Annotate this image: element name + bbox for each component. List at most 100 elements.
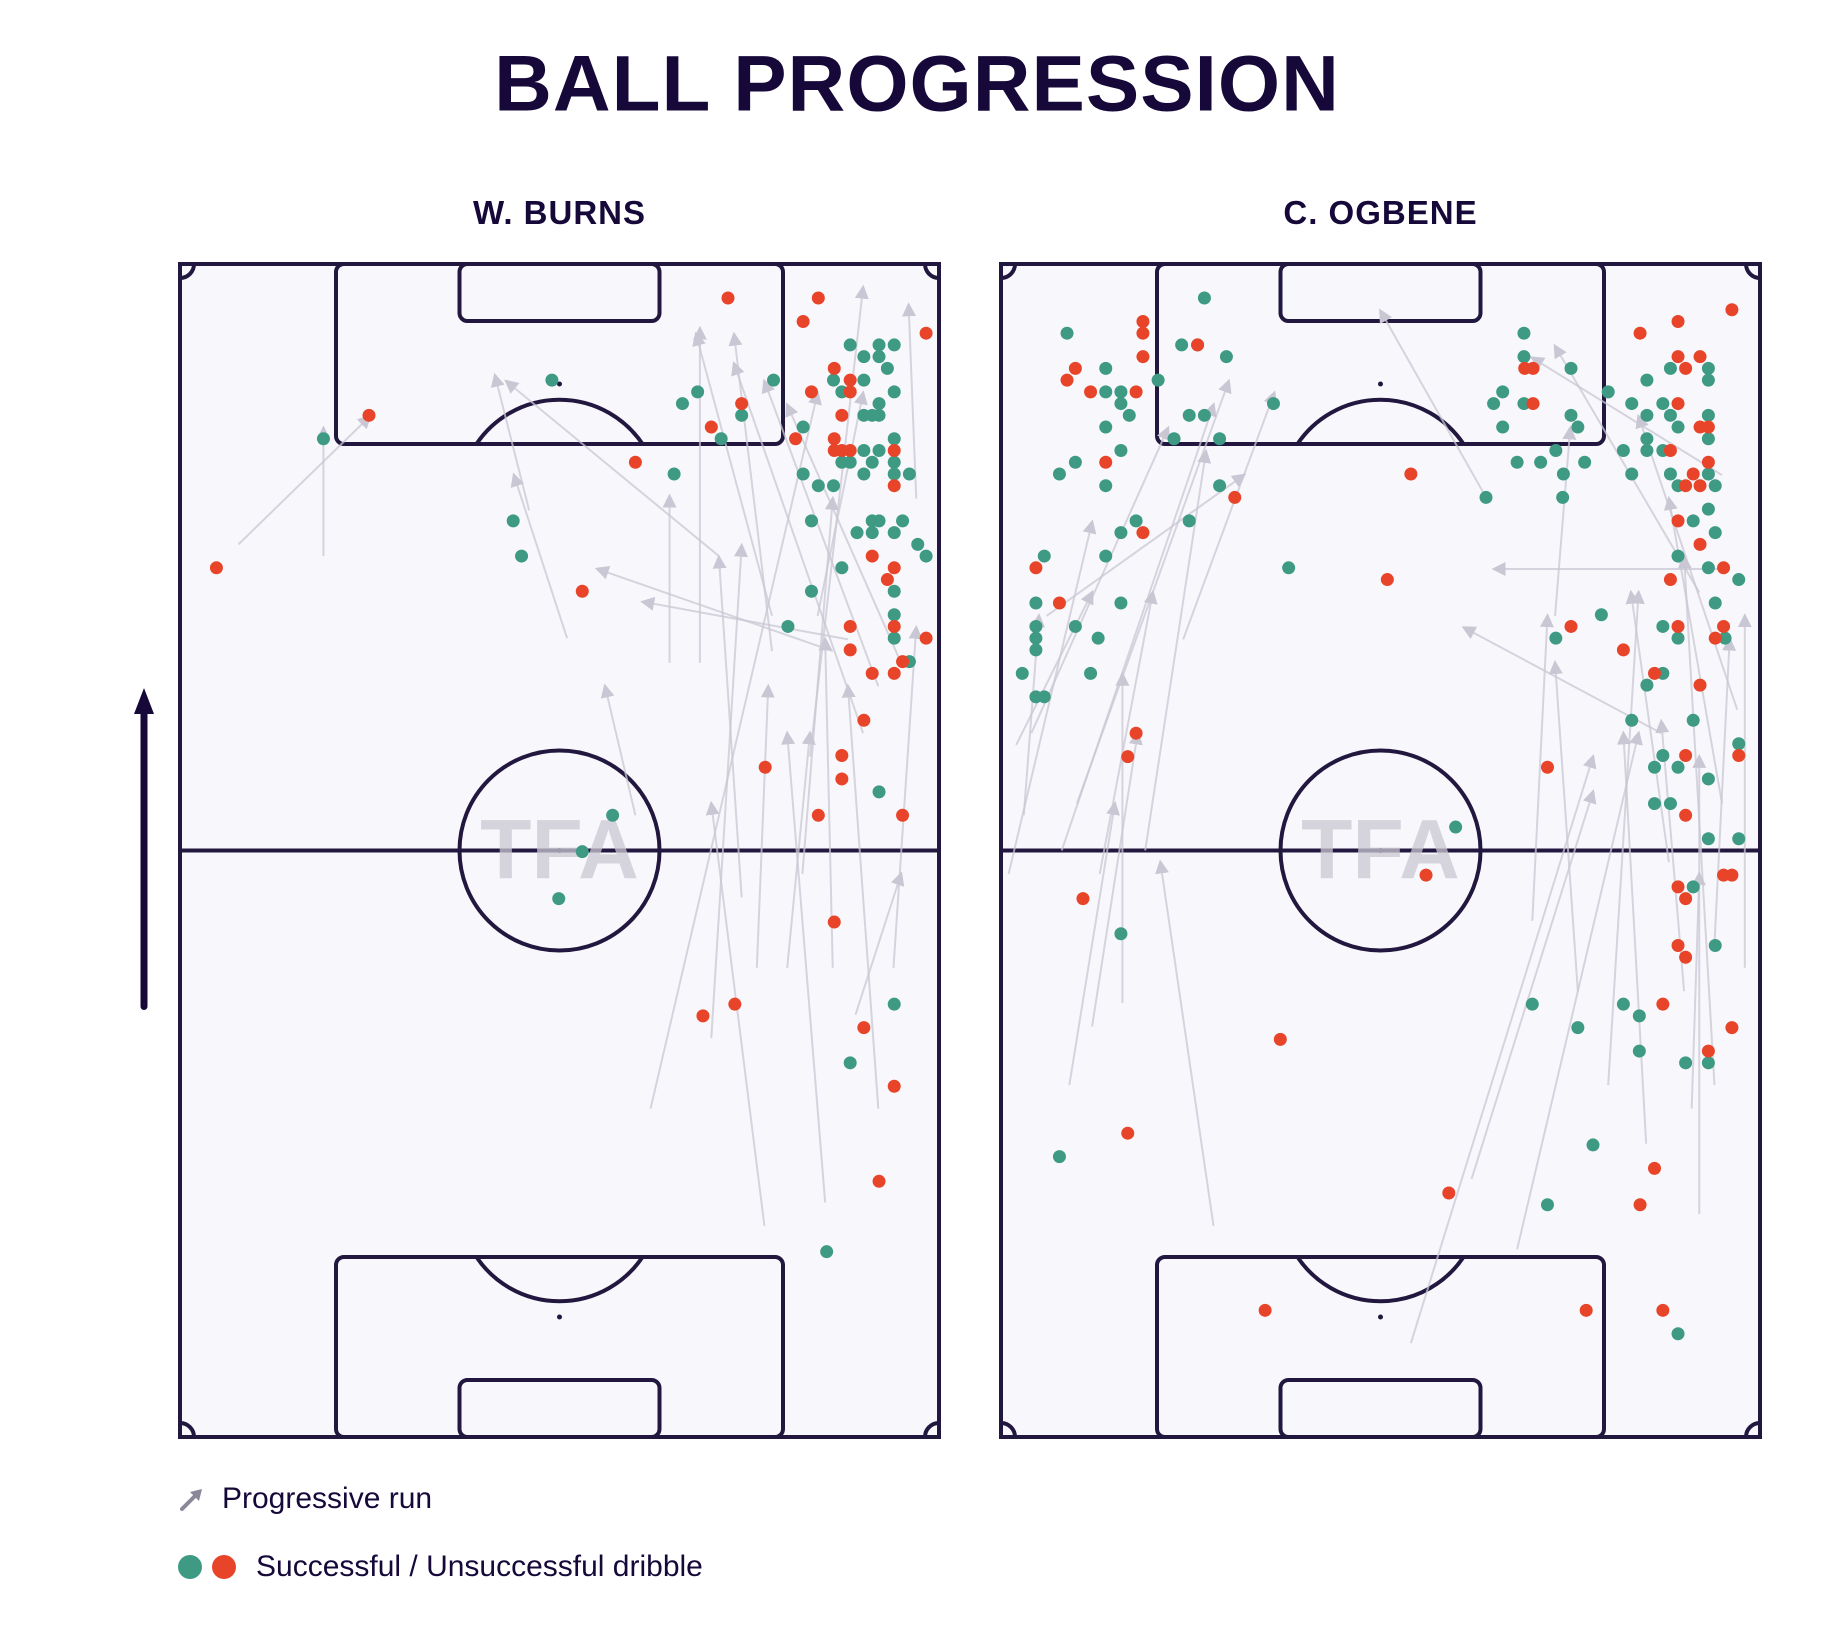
unsuccessful-dribble-dot [887,444,901,458]
successful-dribble-dot [887,631,901,645]
successful-dribble-dot [887,338,901,352]
unsuccessful-dribble-dot [1671,397,1685,411]
unsuccessful-dribble-dot [857,1021,871,1035]
successful-dribble-dot [1099,549,1113,563]
direction-of-play-arrow-icon [134,688,154,1010]
unsuccessful-dribble-dot [1717,561,1731,575]
unsuccessful-dribble-dot [887,1079,901,1093]
unsuccessful-dribble-dot [789,432,803,446]
progressive-run-arrow [1713,636,1737,945]
progressive-run-arrow [818,636,834,968]
successful-dribble-dot [919,549,933,563]
progressive-run-arrow [1045,473,1247,617]
successful-dribble-dot [1701,432,1715,446]
successful-dribble-dot [1701,373,1715,387]
successful-dribble-dot [691,385,705,399]
centre-circle [1278,748,1483,953]
unsuccessful-dribble-dot [1540,760,1554,774]
successful-dribble-dot [811,479,825,493]
successful-dribble-dot [1578,455,1592,469]
successful-dribble-dot [1686,514,1700,528]
unsuccessful-dribble-dot [1732,748,1746,762]
successful-dribble-dot [1175,338,1189,352]
successful-dribble-dot [872,350,886,364]
successful-dribble-dot [1640,444,1654,458]
successful-dribble-dot [1479,490,1493,504]
progressive-run-arrow [1531,613,1554,921]
successful-dribble-dot [872,338,886,352]
successful-dribble-dot [1701,408,1715,422]
successful-dribble-dot [552,892,566,906]
unsuccessful-dribble-swatch-icon [212,1555,236,1579]
successful-dribble-dot [911,537,925,551]
unsuccessful-dribble-dot [1671,314,1685,328]
successful-dribble-dot [316,432,330,446]
progressive-run-arrow [902,302,918,499]
progressive-run-arrow [1625,589,1670,863]
successful-dribble-dot [1029,643,1043,657]
progressive-run-arrow [892,624,923,968]
unsuccessful-dribble-dot [1679,748,1693,762]
unsuccessful-dribble-dot [1419,868,1433,882]
successful-dribble-dot [826,373,840,387]
progressive-run-arrow [1548,660,1579,992]
unsuccessful-dribble-dot [887,561,901,575]
successful-dribble-swatch-icon [178,1555,202,1579]
progressive-runs [237,284,923,1226]
progressive-run-arrow [1409,753,1597,1344]
successful-dribble-dot [606,808,620,822]
unsuccessful-dribble-dot [1663,573,1677,587]
unsuccessful-dribble-dot [1526,361,1540,375]
pitch-ogbene: TFA [999,262,1762,1439]
progressive-run-arrow [510,472,569,639]
successful-dribble-dot [1496,385,1510,399]
successful-dribble-dot [872,397,886,411]
successful-dribble-dot [1616,444,1630,458]
centre-circle [457,748,662,953]
unsuccessful-dribble-dot [1671,880,1685,894]
unsuccessful-dribble-dot [721,291,735,305]
successful-dribble-dot [865,455,879,469]
unsuccessful-dribble-dot [1579,1303,1593,1317]
successful-dribble-dot [1732,737,1746,751]
unsuccessful-dribble-dot [887,479,901,493]
successful-dribble-dot [1029,596,1043,610]
penalty-spot [1378,1314,1383,1320]
unsuccessful-dribble-dot [1693,678,1707,692]
successful-dribble-dot [902,467,916,481]
successful-dribble-dot [1656,397,1670,411]
unsuccessful-dribble-dot [362,408,376,422]
successful-dribble-dot [887,432,901,446]
successful-dribble-dot [767,373,781,387]
progressive-run-arrow [731,361,865,734]
progressive-run-arrow [1554,425,1577,616]
successful-dribble-dot [1213,479,1227,493]
legend-label-dribble: Successful / Unsuccessful dribble [256,1550,703,1583]
unsuccessful-dribble-dot [880,573,894,587]
successful-dribble-dot [1671,631,1685,645]
progressive-run-arrow [1663,495,1724,804]
successful-dribble-dot [1663,408,1677,422]
progressive-run-arrow [1155,859,1215,1227]
successful-dribble-dot [1616,997,1630,1011]
successful-dribble-dot [1167,432,1181,446]
unsuccessful-dribble-dot [1380,573,1394,587]
successful-dribble-dot [865,526,879,540]
legend-dribble: Successful / Unsuccessful dribble [178,1550,703,1584]
progressive-run-arrow [1470,789,1597,1180]
chart-title: BALL PROGRESSION [494,39,1340,128]
unsuccessful-dribble-dot [1725,303,1739,317]
progressive-run-arrow [841,683,880,1109]
successful-dribble-dot [896,514,910,528]
successful-dribble-dot [1114,927,1128,941]
successful-dribble-dot [1052,1150,1066,1164]
successful-dribble-dot [1732,832,1746,846]
unsuccessful-dribble-dot [835,748,849,762]
successful-dribble-dot [1114,596,1128,610]
successful-dribble-dot [1099,361,1113,375]
successful-dribble-dot [1091,631,1105,645]
progressive-run-arrow [1379,308,1488,500]
legend-progressive-run: Progressive run [178,1482,432,1516]
progressive-run-arrow [1617,730,1648,1144]
unsuccessful-dribble-dot [1647,1161,1661,1175]
